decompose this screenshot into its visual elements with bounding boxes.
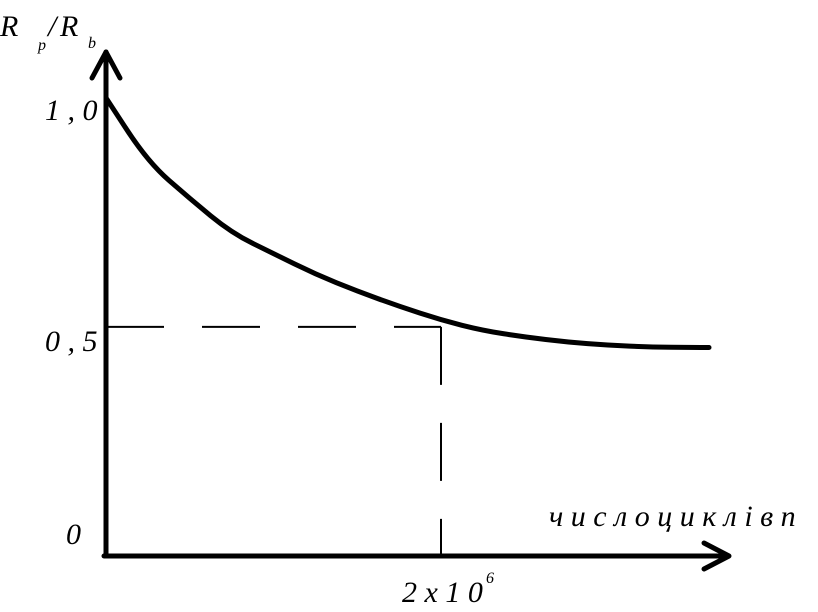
y-axis-label-sub1: p — [37, 37, 46, 54]
axes-layer — [89, 49, 732, 572]
y-axis-label-r2: R — [59, 10, 78, 43]
x-marker-label: 2 x 1 0 — [402, 576, 483, 609]
y-axis-arrow — [89, 49, 123, 81]
y-tick-label-0-5: 0 , 5 — [45, 325, 98, 358]
x-marker-exponent: 6 — [486, 570, 494, 587]
x-axis-label: ч и с л о ц и к л і в n — [549, 500, 796, 533]
y-tick-label-0: 0 — [66, 518, 81, 551]
series-line-1 — [103, 95, 712, 351]
series-layer — [103, 95, 712, 351]
reference-layer — [106, 325, 442, 556]
y-axis-label-sub2: b — [88, 35, 96, 52]
y-tick-label-1: 1 , 0 — [45, 94, 98, 127]
x-axis-arrow — [701, 540, 732, 572]
y-axis-label-r1: R — [0, 10, 18, 43]
y-axis-label-slash: / — [46, 10, 59, 43]
